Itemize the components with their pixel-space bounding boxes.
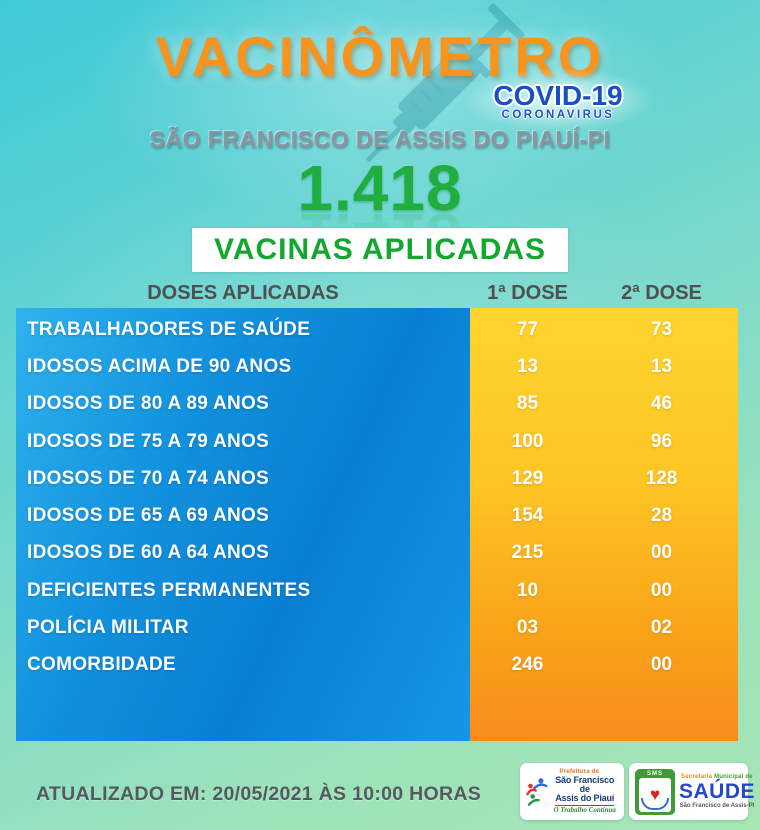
- saude-city: São Francisco de Assis-PI: [679, 803, 755, 809]
- coronavirus-label: CORONAVIRUS: [501, 109, 615, 121]
- row-dose2: 128: [645, 467, 678, 489]
- header-dose2: 2ª DOSE: [621, 281, 702, 304]
- table-rows: TRABALHADORES DE SAÚDE 77 73 IDOSOS ACIM…: [16, 311, 738, 684]
- badge-glow: [464, 68, 652, 131]
- category-panel: [16, 308, 470, 741]
- doses-table: TRABALHADORES DE SAÚDE 77 73 IDOSOS ACIM…: [16, 308, 738, 741]
- saude-dept: Secretaria Municipal de: [679, 774, 755, 780]
- prefeitura-name-line1: São Francisco de: [555, 774, 615, 795]
- sms-label: SMS: [646, 770, 663, 777]
- prefeitura-logo: Prefeitura de São Francisco de Assis do …: [520, 763, 624, 820]
- prefeitura-name-line2: Assis do Piauí: [555, 793, 615, 804]
- table-header: DOSES APLICADAS 1ª DOSE 2ª DOSE: [16, 280, 738, 306]
- total-section: 1.418 1.418: [0, 152, 760, 272]
- row-category: IDOSOS DE 65 A 69 ANOS: [27, 505, 270, 527]
- covid19-label: COVID-19: [493, 80, 623, 111]
- row-dose2: 13: [650, 355, 673, 377]
- row-dose2: 28: [650, 505, 673, 527]
- row-dose2: 00: [650, 542, 673, 564]
- row-dose1: 100: [511, 430, 544, 452]
- header-dose1: 1ª DOSE: [487, 281, 568, 304]
- table-row: IDOSOS ACIMA DE 90 ANOS 13 13: [16, 348, 738, 385]
- row-dose1: 85: [516, 393, 539, 415]
- saude-text: Secretaria Municipal de SAÚDE São Franci…: [679, 774, 755, 809]
- row-dose1: 03: [516, 617, 539, 639]
- row-dose1: 215: [511, 542, 544, 564]
- row-dose1: 129: [511, 467, 544, 489]
- table-row: DEFICIENTES PERMANENTES 10 00: [16, 572, 738, 609]
- table-row: IDOSOS DE 65 A 69 ANOS 154 28: [16, 497, 738, 534]
- prefeitura-dept: Prefeitura de: [559, 767, 600, 775]
- row-dose1: 154: [511, 505, 544, 527]
- saude-dept-part2: Municipal de: [714, 774, 753, 780]
- row-category: DEFICIENTES PERMANENTES: [27, 579, 311, 601]
- prefeitura-tagline: O Trabalho Contínua: [553, 805, 616, 814]
- table-row: TRABALHADORES DE SAÚDE 77 73: [16, 311, 738, 348]
- stethoscope-icon: [641, 797, 669, 810]
- row-category: TRABALHADORES DE SAÚDE: [27, 318, 311, 340]
- row-dose2: 73: [650, 318, 673, 340]
- row-dose2: 00: [650, 579, 673, 601]
- prefeitura-rule: [555, 804, 614, 806]
- table-row: COMORBIDADE 246 00: [16, 647, 738, 684]
- prefeitura-text: Prefeitura de São Francisco de Assis do …: [551, 767, 618, 814]
- row-dose1: 246: [511, 654, 544, 676]
- row-category: IDOSOS DE 60 A 64 ANOS: [27, 542, 270, 564]
- row-dose1: 13: [516, 355, 539, 377]
- values-panel: [470, 308, 738, 741]
- table-row: IDOSOS DE 70 A 74 ANOS 129 128: [16, 460, 738, 497]
- total-count: 1.418: [297, 152, 463, 224]
- city-subtitle: SÃO FRANCISCO DE ASSIS DO PIAUÍ-PI: [149, 126, 611, 152]
- sms-heart-panel: ♥: [639, 777, 671, 812]
- heart-icon: ♥: [649, 785, 661, 804]
- row-category: IDOSOS DE 70 A 74 ANOS: [27, 467, 270, 489]
- total-label: VACINAS APLICADAS: [213, 233, 547, 266]
- row-category: POLÍCIA MILITAR: [27, 617, 189, 639]
- row-dose2: 46: [650, 393, 673, 415]
- saude-logo: SMS ♥ Secretaria Municipal de SAÚDE São …: [629, 763, 755, 820]
- row-dose1: 10: [516, 579, 539, 601]
- people-icon: [526, 777, 548, 806]
- covid19-badge: COVID-19 CORONAVIRUS: [464, 68, 652, 131]
- table-row: IDOSOS DE 60 A 64 ANOS 215 00: [16, 535, 738, 572]
- table-row: POLÍCIA MILITAR 03 02: [16, 609, 738, 646]
- table-row: IDOSOS DE 75 A 79 ANOS 100 96: [16, 423, 738, 460]
- row-category: COMORBIDADE: [27, 654, 176, 676]
- saude-dept-part1: Secretaria: [681, 774, 713, 780]
- row-dose2: 00: [650, 654, 673, 676]
- row-dose2: 96: [650, 430, 673, 452]
- row-dose2: 02: [650, 617, 673, 639]
- total-label-banner: VACINAS APLICADAS: [191, 228, 569, 272]
- row-category: IDOSOS DE 80 A 89 ANOS: [27, 393, 270, 415]
- row-category: IDOSOS DE 75 A 79 ANOS: [27, 430, 270, 452]
- sms-badge: SMS ♥: [635, 768, 675, 815]
- row-dose1: 77: [516, 318, 539, 340]
- table-row: IDOSOS DE 80 A 89 ANOS 85 46: [16, 386, 738, 423]
- row-category: IDOSOS ACIMA DE 90 ANOS: [27, 355, 292, 377]
- updated-timestamp: ATUALIZADO EM: 20/05/2021 ÀS 10:00 HORAS: [36, 783, 482, 805]
- header-category: DOSES APLICADAS: [147, 281, 339, 304]
- saude-name: SAÚDE: [679, 780, 756, 803]
